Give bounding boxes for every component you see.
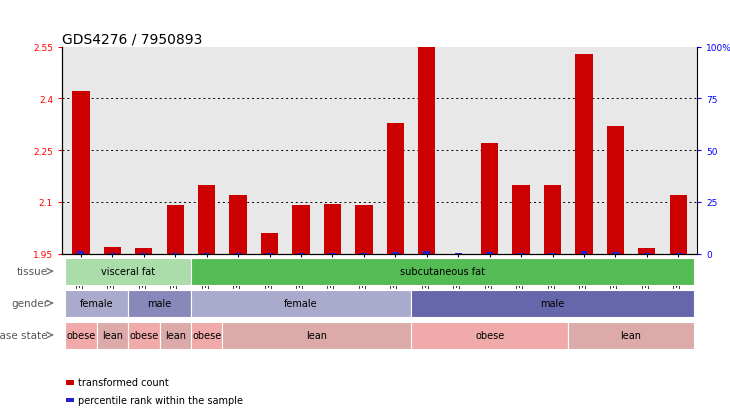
Bar bbox=[324, 204, 341, 254]
Bar bbox=[128, 322, 160, 349]
Bar bbox=[65, 322, 96, 349]
Bar bbox=[234, 253, 242, 254]
Bar bbox=[135, 249, 153, 254]
Text: male: male bbox=[540, 298, 564, 309]
Bar bbox=[292, 206, 310, 254]
Text: transformed count: transformed count bbox=[78, 377, 169, 387]
Text: tissue: tissue bbox=[17, 266, 48, 277]
Text: visceral fat: visceral fat bbox=[101, 266, 155, 277]
Bar bbox=[166, 206, 184, 254]
Bar bbox=[356, 206, 372, 254]
Bar bbox=[612, 252, 619, 254]
Bar bbox=[575, 55, 593, 254]
Bar bbox=[669, 195, 687, 254]
Bar bbox=[198, 185, 215, 254]
Bar bbox=[549, 253, 556, 254]
Text: percentile rank within the sample: percentile rank within the sample bbox=[78, 395, 243, 405]
Text: lean: lean bbox=[165, 330, 185, 340]
Bar bbox=[486, 252, 493, 254]
Text: subcutaneous fat: subcutaneous fat bbox=[400, 266, 485, 277]
Bar bbox=[191, 290, 411, 317]
Text: lean: lean bbox=[620, 330, 642, 340]
Bar bbox=[172, 253, 179, 254]
Bar bbox=[66, 380, 74, 385]
Bar bbox=[411, 290, 694, 317]
Text: obese: obese bbox=[192, 330, 221, 340]
Bar bbox=[329, 253, 336, 254]
Bar bbox=[104, 247, 121, 254]
Text: lean: lean bbox=[102, 330, 123, 340]
Bar bbox=[65, 258, 191, 285]
Text: obese: obese bbox=[475, 330, 504, 340]
Text: GDS4276 / 7950893: GDS4276 / 7950893 bbox=[62, 32, 202, 46]
Text: disease state: disease state bbox=[0, 330, 48, 340]
Bar bbox=[223, 322, 411, 349]
Bar bbox=[128, 290, 191, 317]
Text: gender: gender bbox=[11, 298, 48, 309]
Bar bbox=[77, 252, 85, 254]
Bar bbox=[109, 253, 116, 254]
Bar bbox=[96, 322, 128, 349]
Bar bbox=[418, 47, 435, 254]
Bar bbox=[411, 322, 568, 349]
Bar bbox=[65, 290, 128, 317]
Bar bbox=[675, 253, 682, 254]
Text: female: female bbox=[284, 298, 318, 309]
Bar bbox=[580, 252, 588, 254]
Bar bbox=[638, 249, 656, 254]
Bar bbox=[160, 322, 191, 349]
Bar bbox=[261, 233, 278, 254]
Bar bbox=[450, 254, 467, 276]
Bar bbox=[643, 253, 650, 254]
Text: obese: obese bbox=[129, 330, 158, 340]
Bar bbox=[72, 92, 90, 254]
Bar bbox=[392, 252, 399, 254]
Bar bbox=[481, 144, 499, 254]
Bar bbox=[298, 253, 304, 254]
Bar bbox=[191, 322, 223, 349]
Bar bbox=[568, 322, 694, 349]
Bar bbox=[361, 253, 367, 254]
Text: female: female bbox=[80, 298, 113, 309]
Bar bbox=[423, 252, 430, 254]
Text: male: male bbox=[147, 298, 172, 309]
Bar bbox=[387, 123, 404, 254]
Bar bbox=[544, 185, 561, 254]
Bar bbox=[266, 253, 273, 254]
Bar bbox=[518, 253, 525, 254]
Bar bbox=[191, 258, 694, 285]
Bar bbox=[140, 253, 147, 254]
Bar bbox=[66, 398, 74, 402]
Text: lean: lean bbox=[306, 330, 327, 340]
Bar bbox=[512, 185, 530, 254]
Bar bbox=[607, 127, 624, 254]
Text: obese: obese bbox=[66, 330, 96, 340]
Bar bbox=[203, 253, 210, 254]
Bar bbox=[229, 195, 247, 254]
